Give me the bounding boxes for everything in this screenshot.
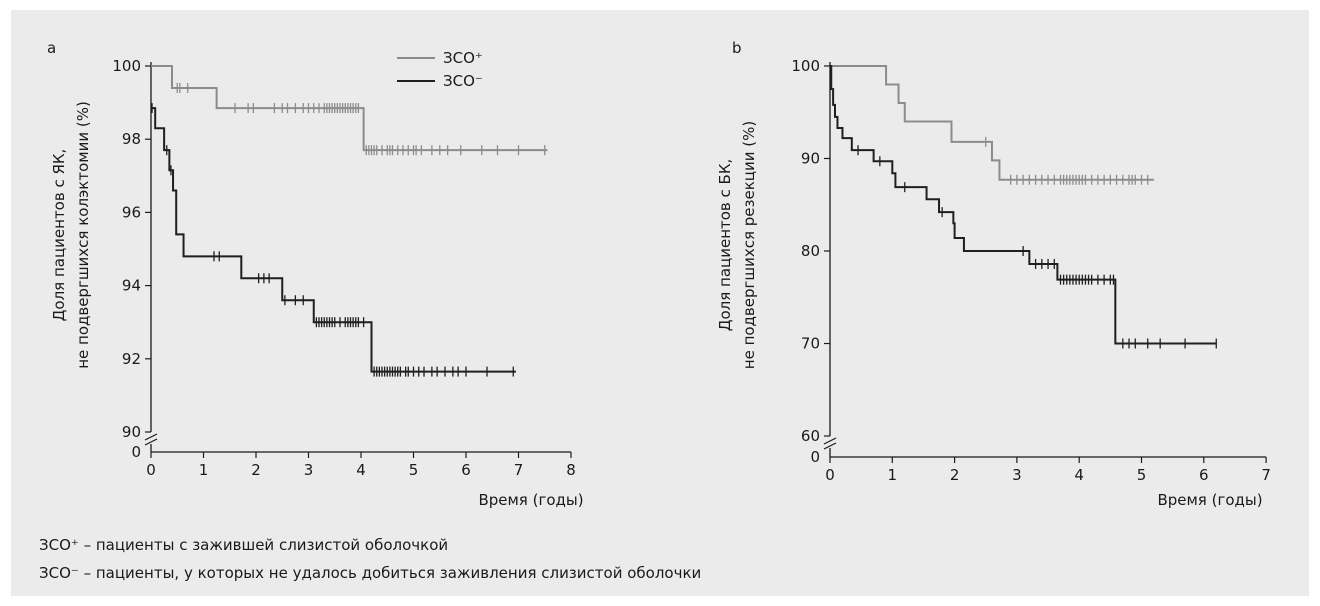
footnote-negative: ЗСО⁻ – пациенты, у которых не удалось до… (39, 564, 702, 582)
x-tick-label: 2 (251, 461, 261, 479)
figure-panel: a 100 98 96 94 92 90 0 0 1 2 3 4 5 6 7 8 Время (годы) Доля… (11, 10, 1309, 596)
y-axis-label-line2: не подвергшихся колэктомии (%) (74, 101, 92, 369)
panel-label-b: b (732, 39, 742, 57)
y-tick-label: 100 (112, 57, 141, 75)
axis-break-mark (144, 438, 158, 446)
x-tick-label: 5 (409, 461, 419, 479)
km-curve-negative (830, 65, 1217, 345)
x-tick-label: 6 (461, 461, 471, 479)
x-tick-label: 1 (199, 461, 209, 479)
axis-break-mark (823, 442, 837, 450)
y-tick-label: 100 (791, 57, 820, 75)
y-zero-label: 0 (131, 443, 141, 461)
y-tick-label: 90 (801, 150, 820, 168)
y-zero-label: 0 (810, 448, 820, 466)
x-tick-label: 3 (1012, 466, 1022, 484)
y-tick-label: 90 (122, 423, 141, 441)
x-axis-label: Время (годы) (478, 491, 583, 509)
x-tick-label: 2 (950, 466, 960, 484)
legend-label: ЗСО⁻ (443, 72, 483, 90)
axis-break-mark (144, 433, 158, 441)
panel-label-a: a (47, 39, 56, 57)
y-tick-label: 92 (122, 350, 141, 368)
x-tick-label: 4 (1074, 466, 1084, 484)
x-tick-label: 5 (1137, 466, 1147, 484)
km-curve-positive (830, 65, 1154, 181)
y-axis-label-line1: Доля пациентов с ЯК, (50, 149, 68, 322)
km-curve-negative (151, 107, 516, 373)
y-axis-label-line1: Доля пациентов с БК, (716, 159, 734, 332)
x-tick-label: 3 (304, 461, 314, 479)
x-tick-label: 6 (1199, 466, 1209, 484)
legend-label: ЗСО⁺ (443, 49, 483, 67)
x-tick-label: 7 (1261, 466, 1271, 484)
y-tick-label: 96 (122, 203, 141, 221)
x-tick-label: 0 (825, 466, 835, 484)
x-tick-label: 8 (566, 461, 576, 479)
y-axis-label-line2: не подвергшихся резекции (%) (740, 121, 758, 369)
x-tick-label: 1 (888, 466, 898, 484)
x-tick-label: 4 (356, 461, 366, 479)
x-axis-label: Время (годы) (1157, 491, 1262, 509)
x-tick-label: 0 (146, 461, 156, 479)
km-curve-positive (151, 65, 548, 152)
x-tick-label: 7 (514, 461, 524, 479)
y-tick-label: 60 (801, 427, 820, 445)
y-tick-label: 94 (122, 277, 141, 295)
axis-break-mark (823, 437, 837, 445)
footnote-positive: ЗСО⁺ – пациенты с зажившей слизистой обо… (39, 536, 449, 554)
y-tick-label: 80 (801, 242, 820, 260)
y-tick-label: 98 (122, 130, 141, 148)
y-tick-label: 70 (801, 335, 820, 353)
